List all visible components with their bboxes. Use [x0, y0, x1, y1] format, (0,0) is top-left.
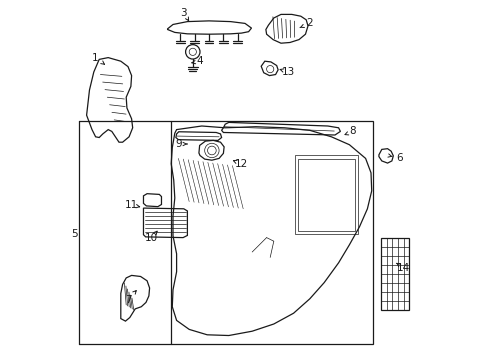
Text: 1: 1 — [92, 53, 99, 63]
Bar — [381, 238, 409, 310]
Text: 3: 3 — [180, 8, 187, 18]
Text: 7: 7 — [124, 294, 131, 305]
Bar — [298, 159, 355, 231]
Text: 14: 14 — [397, 263, 410, 273]
Text: 11: 11 — [125, 200, 138, 210]
Text: 5: 5 — [71, 229, 77, 239]
Text: 4: 4 — [196, 56, 203, 66]
Text: 8: 8 — [350, 126, 356, 136]
Text: 9: 9 — [176, 139, 182, 149]
Text: 13: 13 — [282, 67, 295, 77]
Bar — [171, 121, 373, 344]
Bar — [295, 155, 358, 234]
Text: 2: 2 — [306, 18, 313, 28]
Text: 12: 12 — [235, 159, 248, 169]
Text: 6: 6 — [396, 153, 403, 163]
Text: 10: 10 — [145, 233, 158, 243]
